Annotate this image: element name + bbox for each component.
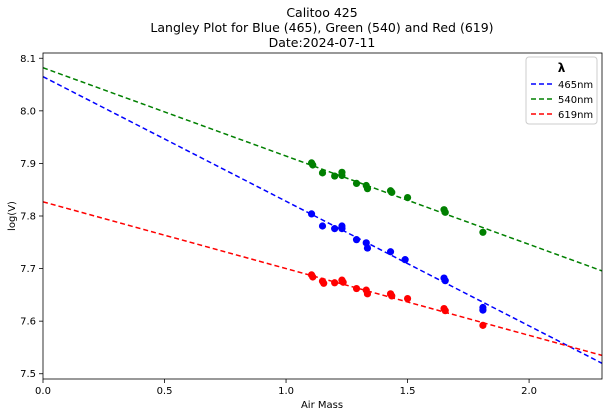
y-axis: 7.5 7.6 7.7 7.8 7.9 8.0 8.1	[20, 54, 43, 380]
y-tick-label: 8.0	[20, 106, 36, 117]
y-tick-label: 7.6	[20, 317, 36, 328]
x-tick-label: 0.5	[157, 386, 173, 397]
chart-title-line-2: Langley Plot for Blue (465), Green (540)…	[150, 20, 493, 35]
x-tick-label: 2.0	[521, 386, 537, 397]
data-point-619nm	[309, 273, 317, 281]
data-point-619nm	[331, 279, 339, 287]
data-point-465nm	[338, 222, 346, 230]
fit-lines	[43, 67, 602, 364]
data-point-540nm	[479, 228, 487, 236]
chart-title-line-1: Calitoo 425	[286, 5, 357, 20]
data-point-540nm	[363, 185, 372, 193]
data-point-540nm	[331, 172, 339, 180]
legend: λ 465nm 540nm 619nm	[525, 56, 598, 125]
x-axis: 0.0 0.5 1.0 1.5 2.0	[35, 379, 537, 397]
data-point-619nm	[363, 290, 372, 298]
data-point-465nm	[441, 277, 449, 285]
data-point-540nm	[388, 188, 396, 196]
y-tick-label: 7.8	[20, 212, 36, 223]
legend-title: λ	[558, 61, 566, 75]
data-point-540nm	[309, 161, 317, 169]
plot-frame	[42, 52, 603, 380]
data-point-540nm	[352, 179, 361, 187]
data-point-540nm	[403, 193, 412, 202]
data-point-465nm	[401, 256, 409, 264]
data-point-619nm	[339, 278, 347, 286]
data-point-465nm	[479, 306, 487, 314]
data-point-465nm	[352, 236, 361, 244]
legend-label-540nm: 540nm	[558, 95, 593, 106]
y-tick-label: 7.5	[20, 369, 36, 380]
x-tick-label: 1.5	[400, 386, 416, 397]
data-points	[307, 159, 487, 329]
legend-box	[525, 56, 598, 125]
data-point-465nm	[307, 210, 316, 218]
y-tick-label: 7.9	[20, 159, 36, 170]
x-tick-label: 0.0	[35, 386, 51, 397]
data-point-540nm	[318, 169, 327, 177]
data-point-465nm	[386, 248, 395, 256]
data-point-465nm	[318, 222, 327, 230]
data-point-465nm	[363, 244, 372, 252]
chart-title-line-3: Date:2024-07-11	[269, 35, 376, 50]
data-point-619nm	[388, 292, 396, 300]
y-axis-label: log(V)	[7, 201, 18, 231]
fit-line-465nm	[43, 75, 602, 364]
legend-label-619nm: 619nm	[558, 110, 593, 121]
data-point-540nm	[338, 171, 346, 180]
data-point-619nm	[320, 279, 328, 287]
data-point-465nm	[331, 225, 339, 233]
legend-label-465nm: 465nm	[558, 80, 593, 91]
y-tick-label: 7.7	[20, 264, 36, 275]
data-point-619nm	[403, 294, 412, 303]
data-point-619nm	[441, 307, 449, 315]
data-point-619nm	[479, 321, 487, 329]
x-tick-label: 1.0	[278, 386, 294, 397]
y-tick-label: 8.1	[20, 54, 36, 65]
x-axis-label: Air Mass	[301, 400, 343, 411]
data-point-540nm	[441, 208, 449, 216]
data-point-619nm	[352, 284, 361, 293]
